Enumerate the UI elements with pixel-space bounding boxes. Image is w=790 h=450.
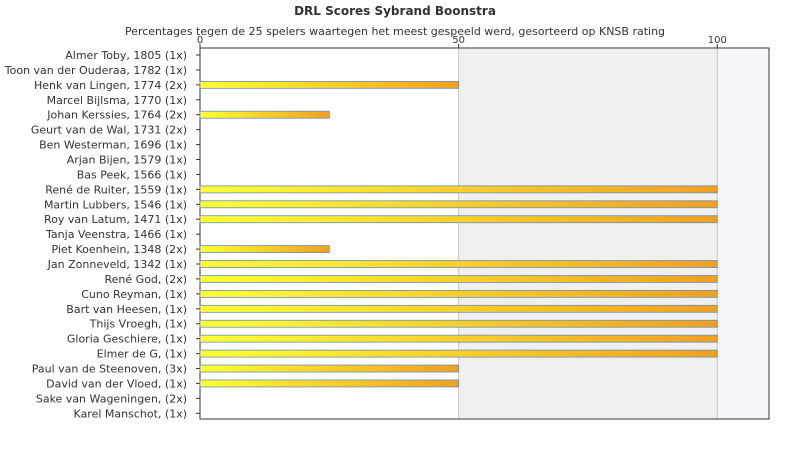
bar: [199, 215, 718, 224]
bar: [199, 379, 460, 388]
category-label: René de Ruiter, 1559 (1x): [45, 183, 187, 196]
bar: [199, 319, 718, 328]
category-label: Piet Koenhein, 1348 (2x): [51, 243, 187, 256]
category-label: Almer Toby, 1805 (1x): [65, 49, 187, 62]
category-label: Paul van de Steenoven, (3x): [32, 363, 187, 376]
chart-title: DRL Scores Sybrand Boonstra: [294, 4, 496, 18]
bar: [199, 110, 330, 119]
category-label: Martin Lubbers, 1546 (1x): [44, 198, 187, 211]
category-label: Bas Peek, 1566 (1x): [77, 168, 187, 181]
category-label: Bart van Heesen, (1x): [66, 303, 187, 316]
category-label: Karel Manschot, (1x): [74, 407, 187, 420]
category-label: Elmer de G, (1x): [97, 348, 187, 361]
plot-frame: [199, 47, 770, 420]
shaded-band-edge: [717, 48, 769, 419]
category-label: David van der Vloed, (1x): [46, 377, 187, 390]
bar: [199, 304, 718, 313]
category-label: Henk van Lingen, 1774 (2x): [34, 79, 187, 92]
category-label: Tanja Veenstra, 1466 (1x): [45, 228, 187, 241]
category-label: René God, (2x): [105, 273, 187, 286]
bar: [199, 334, 718, 343]
bar: [199, 185, 718, 194]
category-label: Ben Westerman, 1696 (1x): [39, 139, 187, 152]
category-label: Marcel Bijlsma, 1770 (1x): [47, 94, 187, 107]
category-label: Geurt van de Wal, 1731 (2x): [31, 124, 187, 137]
category-label: Toon van der Ouderaa, 1782 (1x): [4, 64, 187, 77]
bar: [199, 200, 718, 209]
category-label: Arjan Bijen, 1579 (1x): [67, 154, 187, 167]
category-label: Jan Zonneveld, 1342 (1x): [47, 258, 187, 271]
category-label: Johan Kerssies, 1764 (2x): [46, 109, 187, 122]
bar: [199, 364, 460, 373]
bar: [199, 275, 718, 283]
category-label: Thijs Vroegh, (1x): [89, 318, 187, 331]
category-label: Cuno Reyman, (1x): [81, 288, 187, 301]
bar: [199, 245, 330, 253]
bar: [199, 289, 718, 298]
x-tick-label: 0: [197, 35, 203, 46]
bar: [199, 80, 460, 89]
bar: [199, 260, 718, 268]
category-label: Sake van Wageningen, (2x): [36, 392, 187, 405]
x-tick-label: 100: [708, 35, 727, 46]
x-tick-label: 50: [452, 35, 465, 46]
category-label: Gloria Geschiere, (1x): [67, 333, 187, 346]
bar: [199, 349, 718, 358]
chart-subtitle: Percentages tegen de 25 spelers waartege…: [124, 25, 666, 38]
shaded-band: [458, 48, 718, 419]
category-label: Roy van Latum, 1471 (1x): [44, 213, 187, 226]
